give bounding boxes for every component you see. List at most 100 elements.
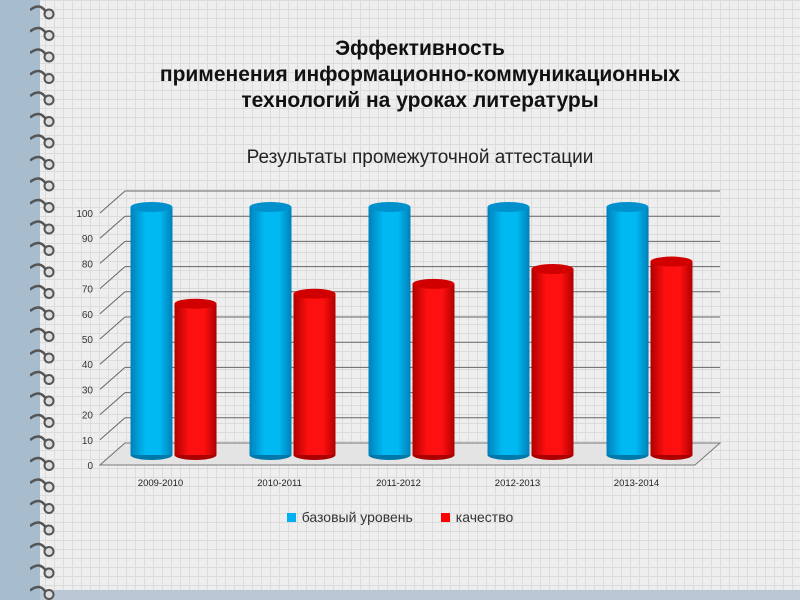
bar-качество-2013-2014	[650, 256, 693, 460]
spiral-ring	[43, 352, 55, 364]
spiral-ring	[43, 524, 55, 536]
spiral-ring	[43, 309, 55, 321]
spiral-ring	[43, 180, 55, 192]
bar-top	[412, 278, 455, 289]
title-line: технологий на уроках литературы	[241, 89, 599, 112]
spiral-ring	[43, 266, 55, 278]
spiral-ring	[43, 331, 55, 342]
spiral-ring	[43, 417, 55, 428]
spiral-ring	[43, 567, 55, 579]
spiral-ring	[43, 94, 55, 106]
y-tick-label: 20	[82, 411, 94, 422]
y-tick-label: 0	[87, 461, 93, 472]
legend-swatch	[440, 512, 450, 522]
spiral-ring	[43, 374, 55, 385]
gridline-diagonal	[99, 341, 126, 365]
legend-swatch	[286, 512, 296, 522]
bar-top	[368, 202, 411, 212]
gridline-diagonal	[99, 266, 126, 289]
y-tick-label: 10	[82, 436, 94, 447]
y-tick-label: 90	[82, 234, 94, 245]
bar-базовый-уровень-2009-2010	[130, 202, 173, 460]
spiral-ring	[43, 288, 55, 299]
gridline-diagonal	[99, 367, 126, 390]
chart-title: Результаты промежуточной аттестации	[246, 147, 594, 168]
bar-top	[650, 256, 693, 267]
x-tick-label: 2011-2012	[376, 478, 421, 489]
spiral-ring	[43, 223, 55, 235]
spiral-ring	[43, 481, 55, 493]
bar-базовый-уровень-2013-2014	[606, 202, 649, 460]
spiral-binding-icon	[30, 5, 55, 600]
spiral-ring	[43, 589, 55, 600]
spiral-ring	[43, 116, 55, 127]
bar	[531, 269, 574, 455]
bar-качество-2012-2013	[531, 264, 574, 460]
spiral-ring	[43, 202, 55, 213]
bar-top	[293, 288, 336, 299]
bar-top	[531, 264, 574, 274]
spiral-ring	[43, 546, 55, 557]
bar-базовый-уровень-2011-2012	[368, 202, 411, 460]
bar	[606, 207, 649, 455]
bar	[487, 207, 530, 455]
spiral-ring	[43, 503, 55, 514]
y-tick-label: 100	[76, 209, 93, 220]
x-tick-label: 2010-2011	[257, 478, 302, 489]
legend-item: качество	[440, 509, 514, 525]
bar	[650, 261, 693, 455]
x-tick-label: 2013-2014	[614, 478, 659, 489]
y-tick-label: 40	[82, 360, 94, 371]
y-tick-label: 60	[82, 310, 94, 321]
spiral-ring	[43, 460, 55, 471]
spiral-ring	[43, 137, 55, 149]
spiral-ring	[43, 159, 55, 170]
bar-top	[174, 298, 217, 309]
bar	[249, 207, 292, 455]
gridline-diagonal	[99, 417, 126, 441]
spiral-ring	[43, 8, 55, 20]
bar	[174, 303, 217, 455]
notebook-binding-strip	[0, 0, 40, 600]
title-line: применения информационно-коммуникационны…	[159, 63, 681, 86]
gridline-diagonal	[99, 392, 126, 415]
spiral-ring	[43, 30, 55, 41]
legend-item: базовый уровень	[286, 509, 413, 525]
spiral-ring	[43, 51, 55, 63]
bottom-strip	[40, 590, 800, 600]
bar-качество-2010-2011	[293, 288, 336, 460]
gridline-diagonal	[99, 190, 126, 214]
bar	[293, 293, 336, 455]
bar-качество-2011-2012	[412, 278, 455, 460]
chart-legend: базовый уровень качество	[0, 509, 800, 525]
gridline-diagonal	[99, 215, 126, 239]
x-tick-label: 2009-2010	[138, 478, 183, 489]
y-tick-label: 50	[82, 335, 94, 346]
legend-label: качество	[455, 509, 514, 525]
bar	[130, 207, 173, 455]
bar	[412, 283, 455, 455]
bar-базовый-уровень-2012-2013	[487, 202, 530, 460]
gridline-diagonal	[99, 316, 126, 340]
bar-top	[249, 202, 292, 212]
bar-базовый-уровень-2010-2011	[249, 202, 292, 460]
bar-top	[487, 202, 530, 212]
title-line: Эффективность	[335, 37, 505, 60]
bar-top	[606, 202, 649, 212]
bar-top	[130, 202, 173, 212]
spiral-ring	[43, 438, 55, 450]
x-tick-label: 2012-2013	[495, 478, 540, 489]
bar-качество-2009-2010	[174, 298, 217, 460]
y-tick-label: 30	[82, 385, 94, 396]
gridline-diagonal	[99, 291, 126, 315]
slide-title: Эффективность применения информационно-к…	[40, 36, 800, 114]
spiral-ring	[43, 245, 55, 256]
y-tick-label: 80	[82, 259, 94, 270]
y-tick-label: 70	[82, 285, 94, 296]
spiral-ring	[43, 73, 55, 84]
spiral-ring	[43, 395, 55, 407]
bar	[368, 207, 411, 455]
gridline-diagonal	[99, 241, 126, 264]
legend-label: базовый уровень	[301, 509, 413, 525]
